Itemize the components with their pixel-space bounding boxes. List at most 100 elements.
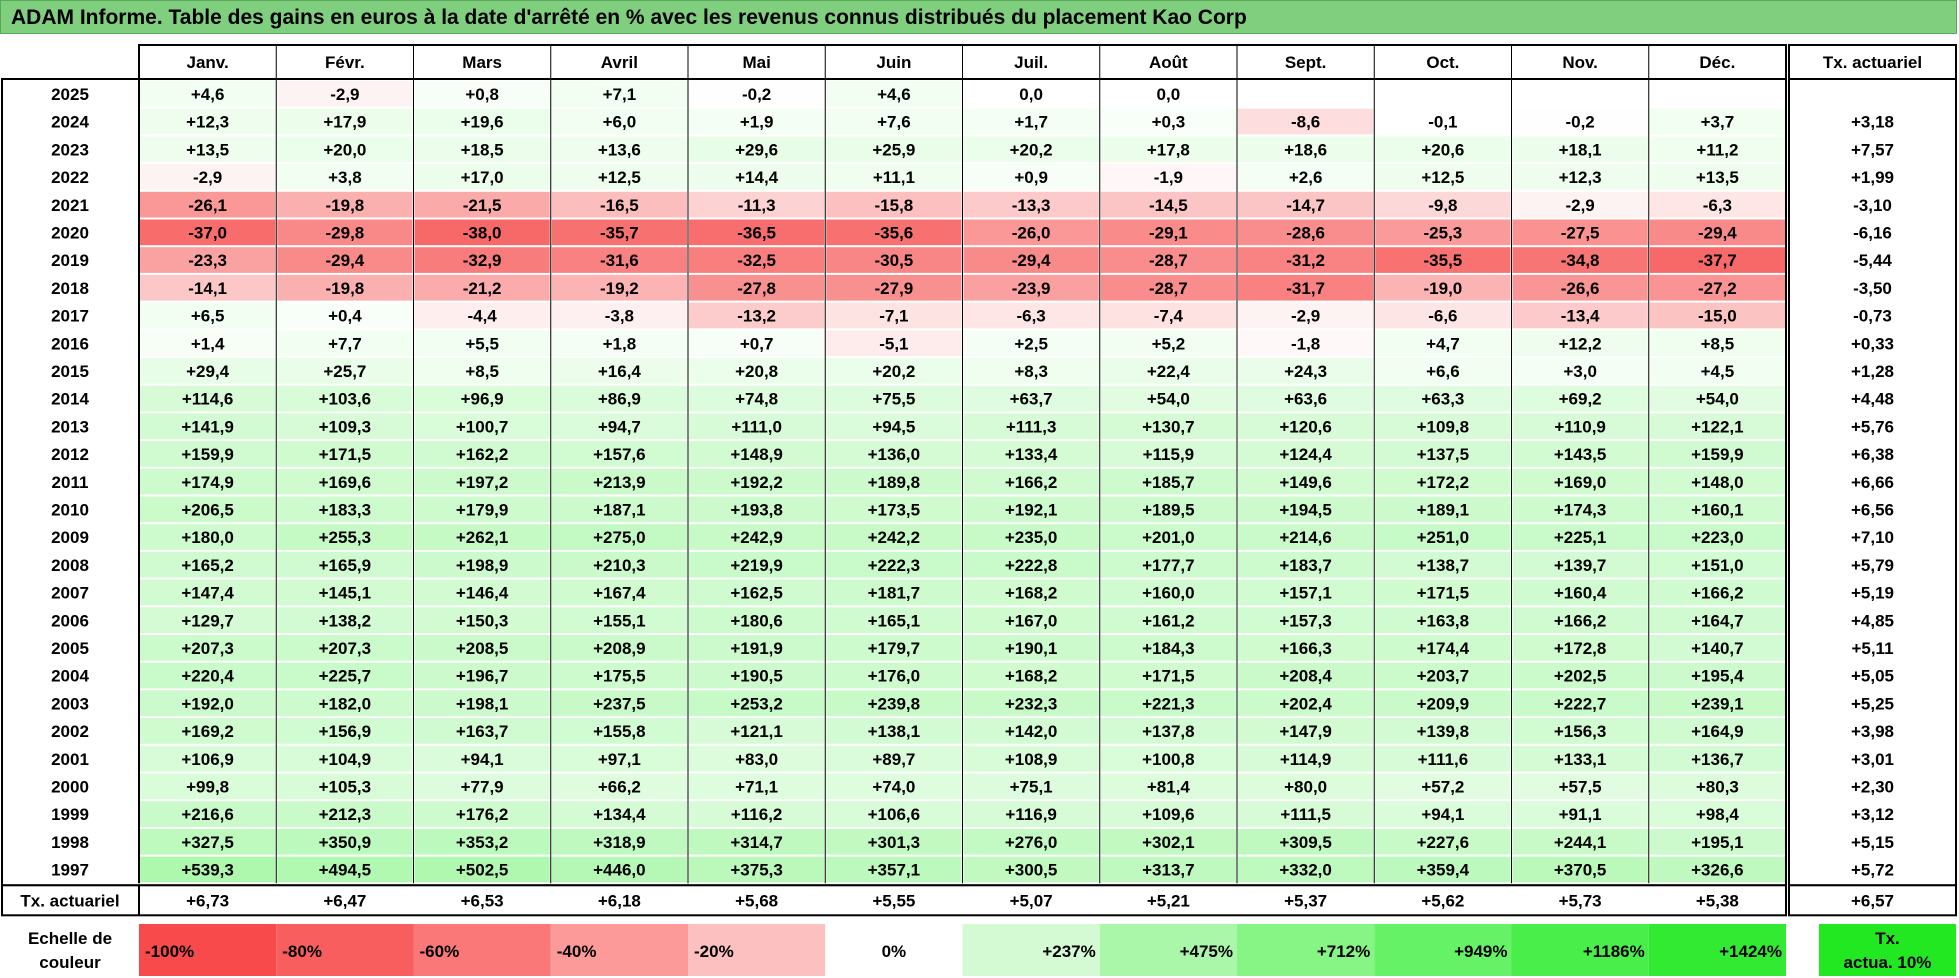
month-header: Févr.: [325, 53, 365, 72]
cell-value: +214,6: [1279, 528, 1331, 547]
heatmap-cell: [277, 856, 413, 883]
rate-value: +6,38: [1851, 445, 1894, 464]
cell-value: -0,2: [1565, 113, 1594, 132]
heatmap-cell: [1100, 441, 1236, 467]
cell-value: -28,7: [1149, 279, 1188, 298]
heatmap-cell: [1649, 856, 1785, 883]
heatmap-cell: [689, 801, 825, 827]
cell-value: +206,5: [181, 501, 233, 520]
heatmap-cell: [1238, 164, 1374, 190]
cell-value: +96,9: [461, 390, 504, 409]
heatmap-cell: [277, 718, 413, 744]
cell-value: +179,9: [456, 501, 508, 520]
cell-value: +302,1: [1142, 833, 1194, 852]
heatmap-cell: [277, 81, 413, 107]
heatmap-cell: [826, 302, 962, 329]
cell-value: +99,8: [186, 778, 229, 797]
cell-value: -11,3: [738, 196, 776, 215]
month-header: Mars: [462, 53, 502, 72]
rate-value: +5,79: [1851, 556, 1894, 575]
cell-value: -13,3: [1012, 196, 1051, 215]
cell-value: -0,2: [742, 85, 771, 104]
cell-value: +189,1: [1417, 501, 1469, 520]
cell-value: -23,3: [188, 251, 227, 270]
cell-value: +167,0: [1005, 611, 1057, 630]
cell-value: +29,6: [735, 140, 778, 159]
cell-value: +106,9: [181, 750, 233, 769]
heatmap-cell: [1375, 413, 1511, 440]
cell-value: +11,2: [1696, 140, 1738, 159]
rate-value: +5,76: [1851, 417, 1894, 436]
heatmap-cell: [414, 579, 550, 606]
cell-value: +177,7: [1142, 556, 1194, 575]
heatmap-cell: [1375, 496, 1511, 523]
scale-swatch: [550, 924, 688, 976]
heatmap-cell: [689, 302, 825, 329]
heatmap-cell: [140, 164, 276, 190]
month-header: Juin: [876, 53, 911, 72]
cell-value: +4,5: [1701, 362, 1735, 381]
cell-value: +161,2: [1142, 611, 1194, 630]
year-label: 2016: [51, 334, 89, 353]
heatmap-cell: [963, 81, 1099, 107]
heatmap-cell: [963, 745, 1099, 772]
heatmap-cell: [963, 607, 1099, 633]
cell-value: -6,3: [1703, 196, 1732, 215]
heatmap-cell: [1649, 607, 1785, 633]
heatmap-cell: [1100, 745, 1236, 772]
heatmap-cell: [963, 524, 1099, 550]
heatmap-cell: [826, 164, 962, 190]
rate-value: +3,01: [1851, 750, 1894, 769]
cell-value: +74,0: [872, 778, 915, 797]
heatmap-cell: [551, 690, 687, 717]
heatmap-cell: [140, 136, 276, 163]
heatmap-cell: [1375, 579, 1511, 606]
scale-swatch: [139, 924, 277, 976]
rate-value: +6,66: [1851, 473, 1894, 492]
cell-value: +216,6: [181, 805, 233, 824]
heatmap-cell: [963, 828, 1099, 855]
heatmap-cell: [1375, 856, 1511, 883]
heatmap-cell: [1649, 385, 1785, 412]
cell-value: -31,2: [1286, 251, 1325, 270]
heatmap-cell: [414, 191, 550, 218]
heatmap-cell: [1649, 468, 1785, 495]
cell-value: +100,8: [1142, 750, 1194, 769]
heatmap-cell: [1375, 358, 1511, 384]
cell-value: +201,0: [1142, 528, 1194, 547]
cell-value: +66,2: [598, 778, 641, 797]
month-header: Oct.: [1426, 53, 1459, 72]
cell-value: +149,6: [1279, 473, 1331, 492]
month-header: Sept.: [1285, 53, 1327, 72]
cell-value: -32,5: [737, 251, 776, 270]
footer-label: Tx. actuariel: [20, 891, 119, 910]
cell-value: +6,5: [191, 307, 225, 326]
heatmap-cell: [277, 662, 413, 689]
rate-value: +1,99: [1851, 168, 1894, 187]
cell-value: +57,2: [1421, 778, 1464, 797]
heatmap-cell: [414, 856, 550, 883]
heatmap-cell: [826, 607, 962, 633]
heatmap-cell: [277, 191, 413, 218]
heatmap-cell: [1238, 801, 1374, 827]
heatmap-cell: [1512, 579, 1648, 606]
cell-value: +165,9: [319, 556, 371, 575]
cell-value: +176,2: [456, 805, 508, 824]
cell-value: +212,3: [319, 805, 371, 824]
cell-value: +22,4: [1147, 362, 1191, 381]
rate-value: +3,98: [1851, 722, 1894, 741]
cell-value: +100,7: [456, 417, 508, 436]
footer-value: +5,37: [1284, 891, 1327, 910]
cell-value: +1,9: [740, 113, 774, 132]
heatmap-cell: [551, 524, 687, 550]
heatmap-cell: [140, 690, 276, 717]
cell-value: +174,4: [1417, 639, 1470, 658]
cell-value: +54,0: [1147, 390, 1190, 409]
heatmap-cell: [1375, 274, 1511, 301]
cell-value: +116,9: [1005, 805, 1057, 824]
cell-value: -19,2: [600, 279, 639, 298]
cell-value: -7,1: [879, 307, 908, 326]
cell-value: +253,2: [730, 694, 782, 713]
cell-value: +159,9: [181, 445, 233, 464]
rate-value: +5,19: [1851, 584, 1894, 603]
